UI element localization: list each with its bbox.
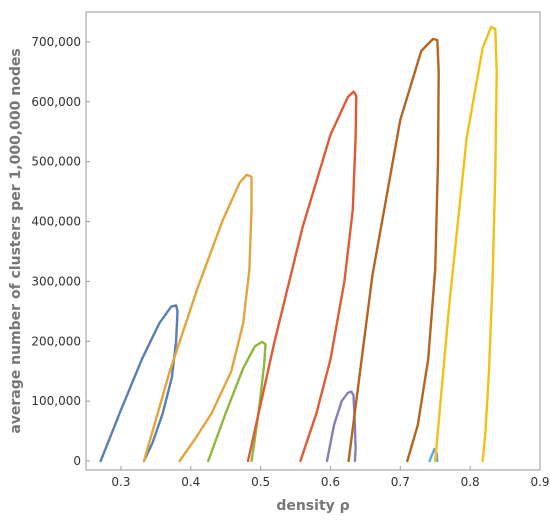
x-axis-label: density ρ <box>276 498 349 514</box>
series-line-1 <box>99 304 179 463</box>
y-tick-label: 200,000 <box>31 334 81 348</box>
y-tick-label: 500,000 <box>31 155 81 169</box>
x-tick-label: 0.6 <box>321 475 340 489</box>
y-tick-label: 600,000 <box>31 95 81 109</box>
y-tick-label: 700,000 <box>31 35 81 49</box>
series-line-4 <box>246 90 358 463</box>
series-line-8 <box>434 25 498 463</box>
series-layer <box>99 25 498 463</box>
x-tick-label: 0.7 <box>391 475 410 489</box>
series-line-6 <box>347 37 440 463</box>
y-tick-label: 0 <box>73 454 81 468</box>
x-tick-label: 0.4 <box>181 475 200 489</box>
plot-frame <box>85 11 541 471</box>
x-tick-label: 0.5 <box>251 475 270 489</box>
series-line-2 <box>142 173 253 463</box>
y-tick-label: 100,000 <box>31 394 81 408</box>
y-tick-label: 300,000 <box>31 274 81 288</box>
y-tick-label: 400,000 <box>31 215 81 229</box>
x-axis: 0.3 0.4 0.5 0.6 0.7 0.8 0.9 <box>111 466 550 489</box>
series-line-5 <box>325 390 357 463</box>
y-axis-label: average number of clusters per 1,000,000… <box>8 48 24 433</box>
x-tick-label: 0.8 <box>461 475 480 489</box>
y-axis: 0 100,000 200,000 300,000 400,000 500,000 600,… <box>31 35 90 468</box>
x-tick-label: 0.3 <box>111 475 130 489</box>
x-tick-label: 0.9 <box>530 475 549 489</box>
